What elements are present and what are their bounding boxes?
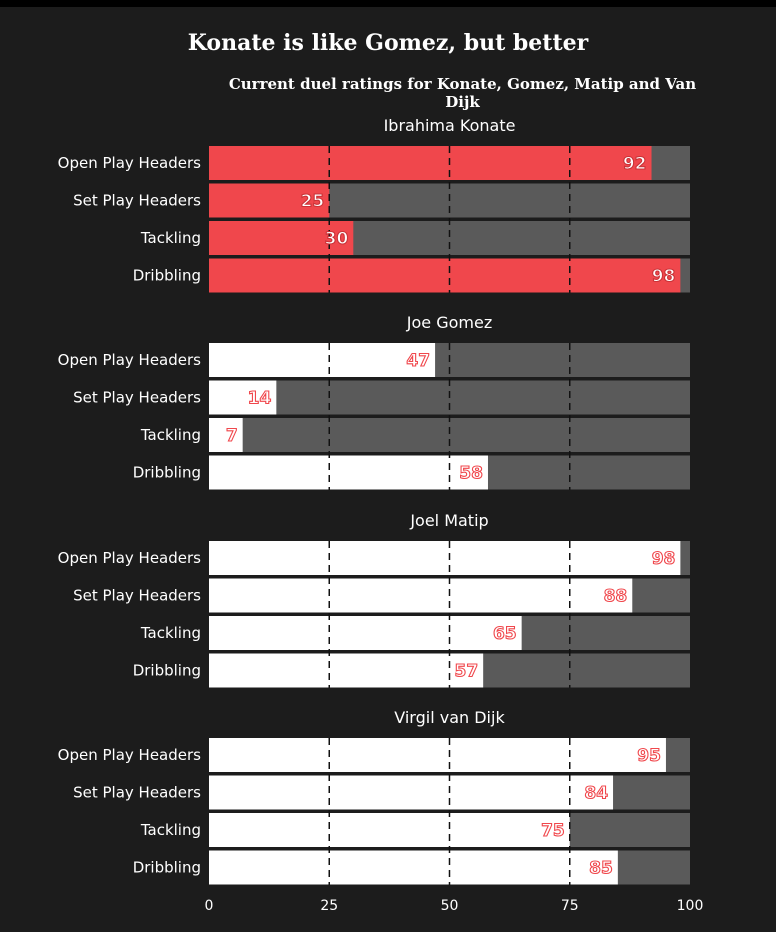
category-label: Open Play Headers bbox=[58, 549, 201, 567]
category-label: Set Play Headers bbox=[73, 389, 201, 407]
category-label: Open Play Headers bbox=[58, 746, 201, 764]
data-label: 92 bbox=[623, 154, 647, 174]
bar bbox=[209, 813, 570, 847]
bar bbox=[209, 343, 436, 377]
bar bbox=[209, 258, 681, 293]
data-label: 25 bbox=[301, 192, 325, 212]
bar bbox=[209, 183, 330, 218]
data-label: 57 bbox=[454, 662, 478, 682]
category-label: Dribbling bbox=[133, 859, 201, 877]
bar-track bbox=[209, 418, 690, 452]
category-label: Tackling bbox=[140, 426, 201, 444]
category-label: Tackling bbox=[140, 624, 201, 642]
bar bbox=[209, 541, 681, 575]
chart-subtitle: Current duel ratings for Konate, Gomez, … bbox=[228, 75, 697, 111]
data-label: 98 bbox=[652, 267, 676, 287]
category-label: Open Play Headers bbox=[58, 351, 201, 369]
bar bbox=[209, 653, 484, 688]
x-tick-label: 0 bbox=[205, 898, 214, 914]
bar bbox=[209, 850, 618, 885]
bar bbox=[209, 775, 614, 810]
data-label: 30 bbox=[325, 229, 349, 249]
panel-title: Joe Gomez bbox=[406, 313, 492, 332]
data-label: 65 bbox=[493, 624, 517, 644]
data-label: 58 bbox=[459, 464, 483, 484]
category-label: Dribbling bbox=[133, 267, 201, 285]
category-label: Tackling bbox=[140, 229, 201, 247]
data-label: 95 bbox=[637, 746, 661, 766]
panel-title: Joel Matip bbox=[409, 511, 488, 530]
x-tick-label: 25 bbox=[320, 898, 338, 914]
category-label: Dribbling bbox=[133, 464, 201, 482]
data-label: 84 bbox=[584, 784, 608, 804]
category-label: Open Play Headers bbox=[58, 154, 201, 172]
data-label: 7 bbox=[226, 426, 238, 446]
bar bbox=[209, 221, 354, 255]
data-label: 75 bbox=[541, 821, 565, 841]
category-label: Dribbling bbox=[133, 662, 201, 680]
category-label: Set Play Headers bbox=[73, 784, 201, 802]
data-label: 14 bbox=[248, 389, 272, 409]
category-label: Set Play Headers bbox=[73, 192, 201, 210]
top-bar bbox=[0, 0, 776, 7]
bar bbox=[209, 455, 488, 490]
bar bbox=[209, 418, 243, 452]
bar bbox=[209, 380, 277, 415]
chart-title: Konate is like Gomez, but better bbox=[187, 30, 589, 56]
panel-title: Virgil van Dijk bbox=[394, 708, 505, 727]
x-tick-label: 75 bbox=[561, 898, 579, 914]
data-label: 85 bbox=[589, 859, 613, 879]
x-tick-label: 50 bbox=[441, 898, 459, 914]
bar bbox=[209, 578, 633, 613]
category-label: Set Play Headers bbox=[73, 587, 201, 605]
bar bbox=[209, 616, 522, 650]
data-label: 47 bbox=[406, 351, 430, 371]
panel-title: Ibrahima Konate bbox=[384, 116, 516, 135]
bar bbox=[209, 738, 666, 772]
category-label: Tackling bbox=[140, 821, 201, 839]
x-tick-label: 100 bbox=[677, 898, 704, 914]
data-label: 88 bbox=[604, 587, 628, 607]
bar bbox=[209, 146, 652, 180]
data-label: 98 bbox=[652, 549, 676, 569]
